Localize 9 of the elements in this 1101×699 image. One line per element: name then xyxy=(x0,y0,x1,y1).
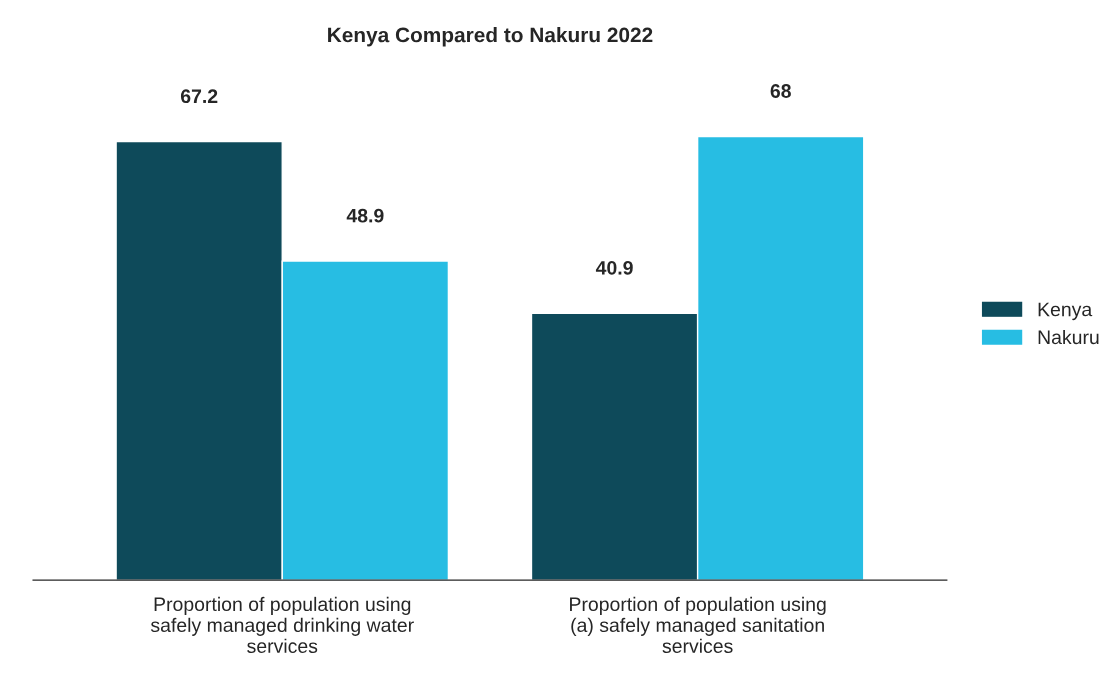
data-label: 67.2 xyxy=(180,89,218,104)
data-label: 40.9 xyxy=(595,260,633,275)
x-tick-label: Proportion of population using (a) safely managed sanitation services xyxy=(570,596,826,654)
legend-label: Kenya xyxy=(1038,302,1093,321)
legend-label: Nakuru xyxy=(1038,329,1099,345)
data-label: 68 xyxy=(770,84,791,98)
chart-title: Kenya Compared to Nakuru 2022 xyxy=(328,27,653,47)
x-tick-label: Proportion of population using safely managed drinking water services xyxy=(150,596,414,654)
data-label: 48.9 xyxy=(346,208,384,223)
